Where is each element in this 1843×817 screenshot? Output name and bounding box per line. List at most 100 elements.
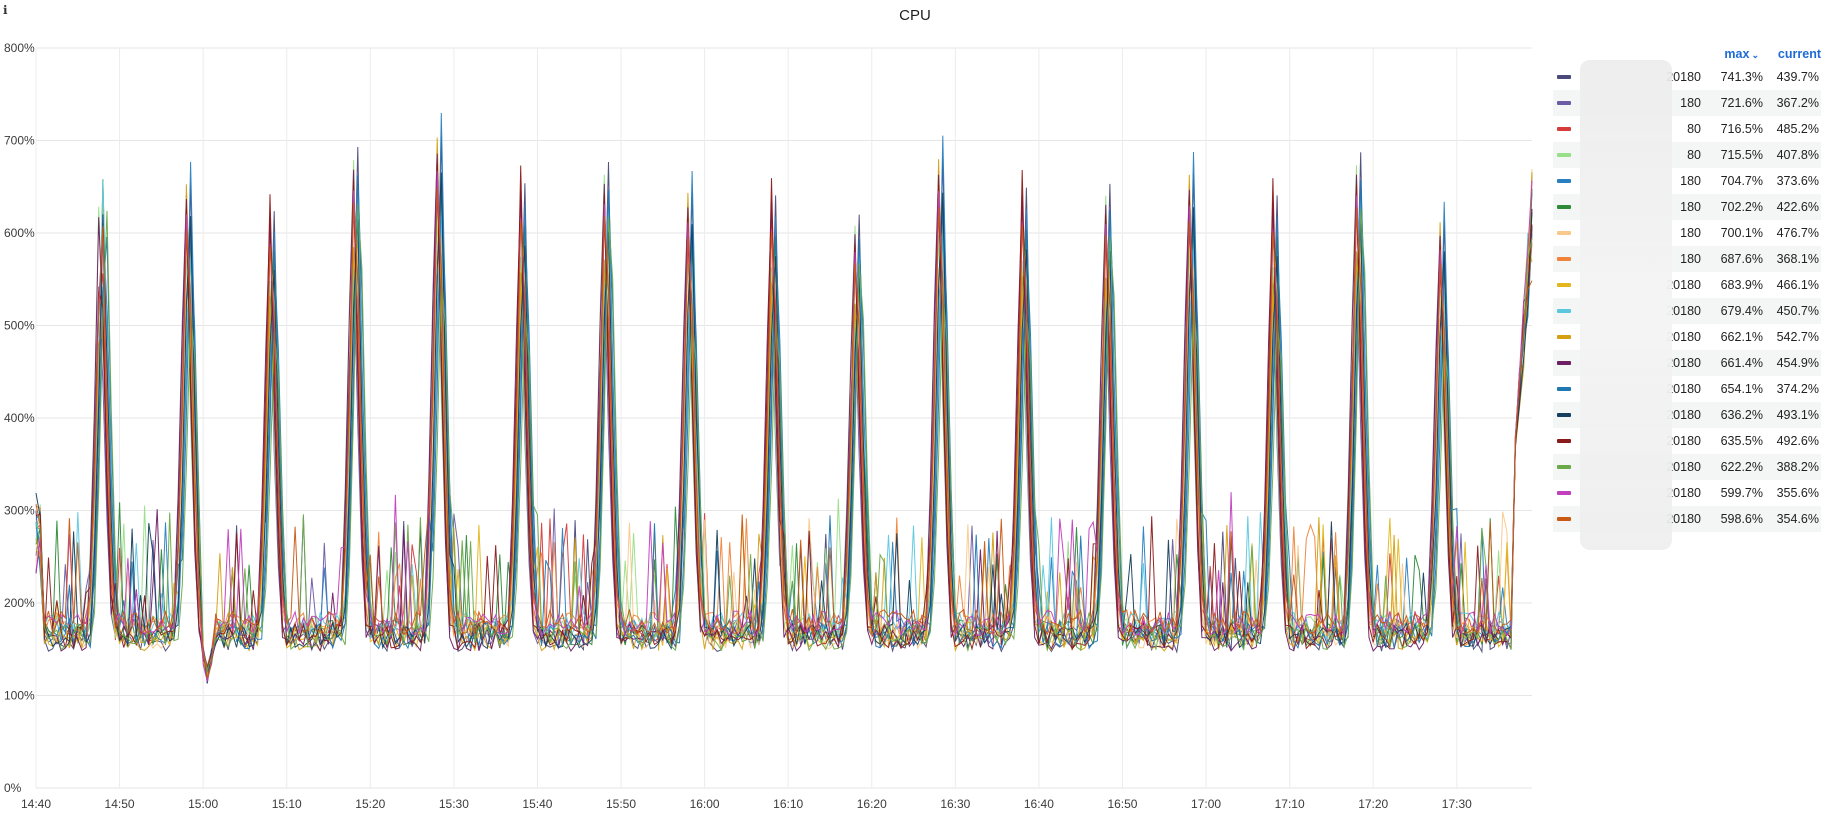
y-tick-label: 300%: [4, 504, 35, 518]
x-tick-label: 16:50: [1107, 797, 1137, 811]
series-color-swatch: [1557, 257, 1571, 261]
series-current-value: 407.8%: [1776, 148, 1819, 162]
x-tick-label: 16:10: [773, 797, 803, 811]
series-max-value: 662.1%: [1720, 330, 1763, 344]
x-tick-label: 15:10: [272, 797, 302, 811]
legend-item[interactable]: 20180 662.1% 542.7%: [1553, 324, 1821, 350]
legend-item[interactable]: 20180 635.5% 492.6%: [1553, 428, 1821, 454]
series-max-value: 661.4%: [1720, 356, 1763, 370]
y-tick-label: 700%: [4, 134, 35, 148]
sort-by-current-header[interactable]: current: [1777, 47, 1821, 61]
series-name: 80: [1687, 122, 1701, 136]
legend-item[interactable]: 20180 683.9% 466.1%: [1553, 272, 1821, 298]
series-color-swatch: [1557, 517, 1571, 521]
x-tick-label: 15:20: [355, 797, 385, 811]
y-tick-label: 800%: [4, 41, 35, 55]
series-name: 20180: [1666, 304, 1701, 318]
x-tick-label: 17:20: [1358, 797, 1388, 811]
series-name: 20180: [1666, 434, 1701, 448]
y-tick-label: 500%: [4, 319, 35, 333]
series-name: 180: [1680, 174, 1701, 188]
series-color-swatch: [1557, 127, 1571, 131]
cpu-line-chart: 0% 100% 200% 300% 400% 500% 600% 700% 800% 14:40 1…: [4, 41, 1533, 811]
series-line: [35, 187, 1533, 679]
legend-item[interactable]: 20180 741.3% 439.7%: [1553, 64, 1821, 90]
legend-item[interactable]: 20180 599.7% 355.6%: [1553, 480, 1821, 506]
x-tick-label: 16:30: [940, 797, 970, 811]
series-current-value: 493.1%: [1776, 408, 1819, 422]
series-name: 20180: [1666, 460, 1701, 474]
series-max-value: 687.6%: [1720, 252, 1763, 266]
series-current-value: 450.7%: [1776, 304, 1819, 318]
series-max-value: 702.2%: [1720, 200, 1763, 214]
legend-item[interactable]: 180 700.1% 476.7%: [1553, 220, 1821, 246]
series-color-swatch: [1557, 335, 1571, 339]
series-current-value: 373.6%: [1776, 174, 1819, 188]
series-lines: [35, 112, 1533, 684]
series-max-value: 599.7%: [1720, 486, 1763, 500]
series-color-swatch: [1557, 75, 1571, 79]
series-name: 20180: [1666, 278, 1701, 292]
y-tick-label: 100%: [4, 689, 35, 703]
series-name: 80: [1687, 148, 1701, 162]
series-max-value: 704.7%: [1720, 174, 1763, 188]
series-current-value: 388.2%: [1776, 460, 1819, 474]
series-color-swatch: [1557, 361, 1571, 365]
series-current-value: 439.7%: [1776, 70, 1819, 84]
series-max-value: 721.6%: [1720, 96, 1763, 110]
series-color-swatch: [1557, 465, 1571, 469]
series-name: 20180: [1666, 486, 1701, 500]
series-max-value: 741.3%: [1720, 70, 1763, 84]
series-name: 20180: [1666, 512, 1701, 526]
series-current-value: 367.2%: [1776, 96, 1819, 110]
series-current-value: 466.1%: [1776, 278, 1819, 292]
series-current-value: 485.2%: [1776, 122, 1819, 136]
x-tick-label: 14:40: [21, 797, 51, 811]
series-color-swatch: [1557, 179, 1571, 183]
series-current-value: 422.6%: [1776, 200, 1819, 214]
series-name: 180: [1680, 96, 1701, 110]
x-tick-label: 17:10: [1275, 797, 1305, 811]
series-current-value: 354.6%: [1776, 512, 1819, 526]
series-max-value: 679.4%: [1720, 304, 1763, 318]
series-color-swatch: [1557, 309, 1571, 313]
series-color-swatch: [1557, 491, 1571, 495]
x-tick-label: 16:40: [1024, 797, 1054, 811]
chevron-down-icon: ⌄: [1751, 50, 1759, 60]
series-max-value: 598.6%: [1720, 512, 1763, 526]
info-icon[interactable]: ℹ: [3, 3, 8, 17]
x-tick-label: 16:00: [690, 797, 720, 811]
x-tick-label: 16:20: [857, 797, 887, 811]
series-name: 180: [1680, 200, 1701, 214]
y-tick-label: 600%: [4, 226, 35, 240]
series-color-swatch: [1557, 231, 1571, 235]
x-tick-label: 17:00: [1191, 797, 1221, 811]
x-tick-label: 15:50: [606, 797, 636, 811]
series-color-swatch: [1557, 205, 1571, 209]
series-max-value: 636.2%: [1720, 408, 1763, 422]
series-current-value: 374.2%: [1776, 382, 1819, 396]
series-max-value: 700.1%: [1720, 226, 1763, 240]
x-tick-label: 17:30: [1442, 797, 1472, 811]
legend-header: max ⌄ current: [1553, 44, 1821, 64]
series-color-swatch: [1557, 153, 1571, 157]
series-color-swatch: [1557, 387, 1571, 391]
y-tick-label: 0%: [4, 781, 22, 795]
series-max-value: 654.1%: [1720, 382, 1763, 396]
series-color-swatch: [1557, 101, 1571, 105]
legend-item[interactable]: 20180 654.1% 374.2%: [1553, 376, 1821, 402]
redaction-overlay: [1580, 60, 1672, 550]
series-name: 20180: [1666, 382, 1701, 396]
series-name: 180: [1680, 252, 1701, 266]
series-max-value: 622.2%: [1720, 460, 1763, 474]
legend-item[interactable]: 180 704.7% 373.6%: [1553, 168, 1821, 194]
series-color-swatch: [1557, 413, 1571, 417]
sort-by-max-header[interactable]: max ⌄: [1724, 47, 1759, 61]
legend-item[interactable]: 80 716.5% 485.2%: [1553, 116, 1821, 142]
x-tick-label: 14:50: [105, 797, 135, 811]
axis-labels: 0% 100% 200% 300% 400% 500% 600% 700% 800% 14:40 1…: [4, 41, 1472, 811]
series-name: 20180: [1666, 70, 1701, 84]
series-current-value: 542.7%: [1776, 330, 1819, 344]
series-max-value: 683.9%: [1720, 278, 1763, 292]
